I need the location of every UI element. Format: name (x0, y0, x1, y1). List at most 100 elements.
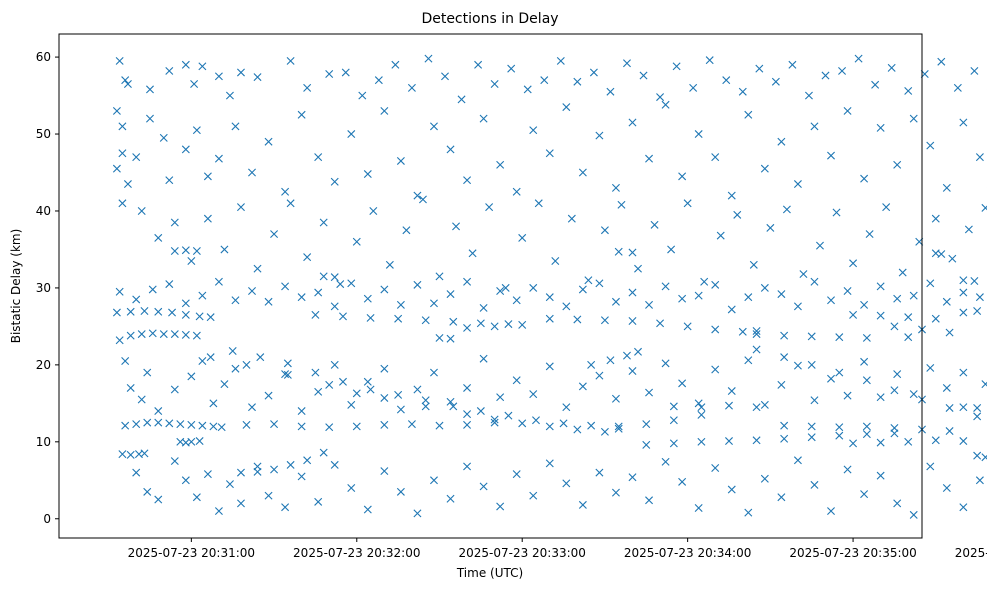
data-point (890, 386, 899, 395)
data-point (297, 472, 306, 481)
data-point (242, 420, 251, 429)
data-point (148, 329, 157, 338)
data-point (760, 474, 769, 483)
data-point (145, 85, 154, 94)
data-point (137, 395, 146, 404)
data-point (835, 333, 844, 342)
data-point (860, 174, 869, 183)
data-point (799, 270, 808, 279)
data-point (959, 437, 968, 446)
data-point (463, 462, 472, 471)
data-point (363, 377, 372, 386)
data-point (231, 122, 240, 131)
data-point (319, 218, 328, 227)
data-point (722, 76, 731, 85)
data-point (529, 491, 538, 500)
data-point (330, 177, 339, 186)
data-point (970, 66, 979, 75)
data-point (314, 288, 323, 297)
data-point (214, 507, 223, 516)
data-point (777, 493, 786, 502)
data-point (777, 137, 786, 146)
x-tick-label: 2025-07-23 20:32:00 (293, 546, 420, 560)
data-point (132, 295, 141, 304)
data-point (656, 93, 665, 102)
data-point (303, 456, 312, 465)
x-tick-label: 2025-07-23 20:33:00 (458, 546, 585, 560)
data-point (942, 183, 951, 192)
data-point (181, 145, 190, 154)
data-point (628, 317, 637, 325)
data-point (154, 407, 163, 416)
data-point (198, 421, 207, 430)
data-point (518, 233, 527, 242)
data-point (170, 218, 179, 227)
data-point (297, 407, 306, 416)
data-point (711, 325, 720, 334)
data-point (642, 420, 651, 429)
data-point (529, 283, 538, 292)
data-point (140, 307, 149, 315)
data-point (181, 476, 190, 485)
data-point (217, 423, 226, 432)
data-point (253, 73, 262, 82)
data-point (827, 151, 836, 160)
data-point (854, 54, 863, 63)
data-point (490, 415, 499, 424)
data-point (793, 361, 802, 370)
data-point (112, 164, 121, 173)
data-point (176, 420, 185, 429)
data-point (931, 436, 940, 445)
y-axis: 0 10 20 30 40 50 60 (36, 50, 59, 526)
data-point (835, 431, 844, 440)
x-tick-label: 2025-07-23 20:36:00 (955, 546, 987, 560)
data-point (209, 399, 218, 408)
data-point (225, 91, 234, 100)
data-point (562, 302, 571, 311)
data-point (843, 287, 852, 295)
data-point (843, 391, 852, 400)
data-point (264, 491, 273, 500)
data-point (283, 370, 292, 379)
data-point (683, 199, 692, 208)
y-tick-label: 30 (36, 281, 51, 295)
data-point (628, 288, 637, 297)
data-point (865, 230, 874, 239)
y-tick-label: 20 (36, 358, 51, 372)
data-point (584, 276, 593, 285)
data-point (926, 462, 935, 471)
data-point (214, 154, 223, 163)
data-point (380, 467, 389, 476)
data-point (727, 191, 736, 200)
data-point (749, 260, 758, 269)
data-point (777, 290, 786, 299)
data-point (611, 183, 620, 192)
data-point (697, 437, 706, 446)
data-point (380, 393, 389, 402)
data-point (697, 403, 706, 412)
data-point (587, 360, 596, 369)
data-point (187, 437, 196, 446)
data-point (319, 448, 328, 457)
data-point (198, 62, 207, 71)
data-point (973, 403, 982, 412)
data-point (529, 390, 538, 399)
data-point (752, 345, 761, 354)
data-point (827, 296, 836, 305)
data-point (532, 416, 540, 425)
data-point (529, 126, 538, 135)
data-point (595, 468, 604, 477)
data-point (661, 100, 670, 109)
data-point (325, 423, 334, 432)
data-point (187, 420, 196, 429)
data-point (429, 368, 438, 377)
data-point (281, 282, 290, 291)
data-point (165, 66, 174, 75)
data-point (297, 293, 306, 302)
data-point (849, 259, 858, 268)
data-point (187, 257, 196, 265)
data-point (369, 206, 378, 215)
data-point (975, 476, 984, 485)
data-point (810, 122, 819, 131)
data-point (181, 330, 190, 339)
